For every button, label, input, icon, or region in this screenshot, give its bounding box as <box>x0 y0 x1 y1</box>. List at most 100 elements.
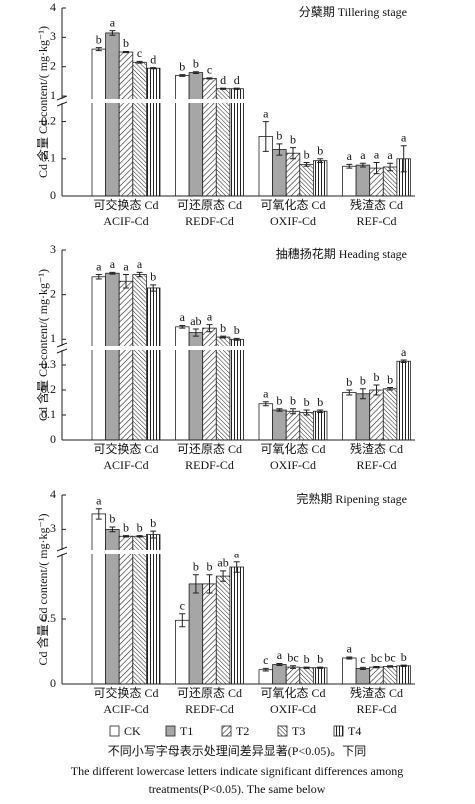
bar <box>285 410 301 441</box>
x-tick-label: 可交换态 Cd <box>93 441 158 456</box>
significance-letter: b <box>137 520 143 534</box>
significance-letter: b <box>123 36 129 50</box>
bar <box>91 276 107 441</box>
bar <box>215 575 231 685</box>
bar <box>118 280 134 441</box>
significance-letter: b <box>387 372 393 386</box>
legend-swatch <box>109 725 120 737</box>
y-tick-label: 0.5 <box>41 611 56 625</box>
x-tick-label: ACIF-Cd <box>103 702 148 716</box>
x-tick-label: REF-Cd <box>356 702 396 716</box>
bar <box>272 149 287 197</box>
x-tick-label: OXIF-Cd <box>270 458 316 472</box>
error-bar <box>303 162 310 167</box>
bar <box>91 48 107 197</box>
significance-letter: b <box>193 56 199 70</box>
significance-letter: b <box>179 59 185 73</box>
error-bar <box>150 67 157 70</box>
legend-label: CK <box>124 724 141 738</box>
bar <box>299 163 314 197</box>
x-tick-label: 可氧化态 Cd <box>260 686 325 700</box>
x-tick-label: 可交换态 Cd <box>93 197 158 212</box>
error-bar <box>346 656 353 660</box>
error-bar <box>150 530 157 539</box>
y-tick-label: 4 <box>50 0 56 14</box>
axis-break <box>54 550 415 554</box>
bar <box>396 360 411 441</box>
error-bar <box>179 324 186 329</box>
panel-title: 分蘖期 Tillering stage <box>299 4 407 19</box>
error-bar <box>400 145 407 173</box>
bar <box>202 583 217 685</box>
break-mark <box>56 546 68 558</box>
significance-letter: a <box>180 310 186 324</box>
y-tick-label: 0 <box>50 676 56 690</box>
bar <box>355 668 371 685</box>
error-bar <box>206 324 213 333</box>
significance-letter: a <box>401 131 407 145</box>
significance-letter: bc <box>371 651 382 665</box>
bar <box>132 535 147 685</box>
error-bar <box>136 271 143 278</box>
x-tick-label: OXIF-Cd <box>270 702 316 716</box>
x-tick-label: 残渣态 Cd <box>350 198 403 212</box>
bar <box>285 152 301 197</box>
significance-letter: a <box>347 642 353 656</box>
bar <box>229 566 244 685</box>
bar <box>272 409 287 441</box>
significance-letter: a <box>360 148 366 162</box>
panel-title: 完熟期 Ripening stage <box>296 491 407 506</box>
bar <box>342 657 357 685</box>
footnote: The different lowercase letters indicate… <box>71 764 403 778</box>
axis-break <box>54 346 415 350</box>
bar <box>91 513 107 685</box>
error-bar <box>346 163 353 169</box>
error-bar <box>387 665 394 668</box>
bar <box>299 667 314 685</box>
significance-letter: a <box>263 106 269 120</box>
bar <box>215 336 231 441</box>
significance-letter: a <box>401 345 407 359</box>
bar <box>105 32 120 197</box>
bar <box>132 61 147 197</box>
legend-swatch <box>277 725 288 737</box>
significance-letter: c <box>360 652 365 666</box>
bar <box>382 166 398 197</box>
error-bar <box>400 359 407 363</box>
y-tick-label: 3 <box>50 29 56 43</box>
y-tick-label: 0.3 <box>41 357 56 371</box>
significance-letter: d <box>220 73 226 87</box>
bar <box>175 75 190 197</box>
axis-break <box>54 99 415 103</box>
x-tick-label: REF-Cd <box>356 458 396 472</box>
x-tick-label: OXIF-Cd <box>270 214 316 228</box>
error-bar <box>136 535 143 538</box>
bar <box>299 412 314 441</box>
significance-letter: b <box>276 129 282 143</box>
bar <box>312 160 328 197</box>
y-tick-label: 1 <box>50 331 56 345</box>
bar <box>342 165 357 197</box>
error-bar <box>95 47 102 52</box>
error-bar <box>276 143 283 156</box>
significance-letter: a <box>374 147 380 161</box>
legend-label: T4 <box>348 724 361 738</box>
significance-letter: b <box>276 394 282 408</box>
significance-letter: b <box>290 394 296 408</box>
error-bar <box>346 389 353 396</box>
y-tick-label: 1 <box>50 88 56 102</box>
error-bar <box>220 570 227 582</box>
x-tick-label: 残渣态 Cd <box>350 686 403 700</box>
significance-letter: b <box>150 516 156 530</box>
bar <box>382 666 398 685</box>
bar <box>145 534 161 685</box>
bar <box>396 665 411 685</box>
significance-letter: a <box>96 494 102 508</box>
y-axis-label: Cd 含量 Cd content/( mg·kg⁻¹) <box>35 514 50 666</box>
significance-letter: b <box>96 32 102 46</box>
error-bar <box>290 147 296 160</box>
error-bar <box>303 666 310 669</box>
x-tick-label: 可交换态 Cd <box>93 685 158 700</box>
significance-letter: a <box>110 257 116 271</box>
